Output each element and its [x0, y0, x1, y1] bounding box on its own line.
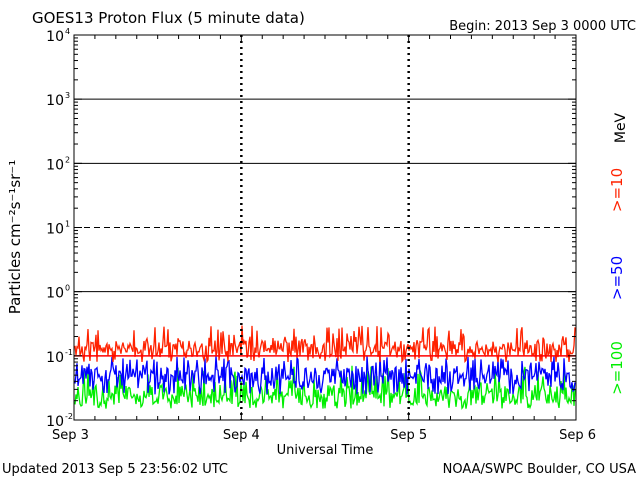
- updated-timestamp: Updated 2013 Sep 5 23:56:02 UTC: [2, 462, 228, 477]
- y-tick-label: 10: [46, 222, 64, 238]
- y-tick-exponent: 1: [65, 220, 70, 229]
- y-tick-label: 10: [46, 29, 64, 45]
- y-tick-exponent: 2: [65, 155, 70, 164]
- x-tick-label: Sep 6: [559, 428, 596, 443]
- y-tick-exponent: -1: [65, 348, 73, 357]
- y-tick-exponent: 3: [65, 91, 70, 100]
- series-line: [74, 365, 576, 410]
- y-tick-label: 10: [46, 414, 64, 430]
- legend-entry: >=100: [608, 341, 626, 395]
- x-tick-label: Sep 5: [390, 428, 427, 443]
- series-line: [74, 355, 576, 395]
- y-tick-label: 10: [46, 93, 64, 109]
- x-axis-label: Universal Time: [277, 443, 374, 458]
- y-tick-exponent: 0: [65, 284, 70, 293]
- legend-unit-label: MeV: [613, 112, 629, 143]
- y-tick-label: 10: [46, 157, 64, 173]
- series-layer: [74, 325, 576, 410]
- y-tick-exponent: -2: [65, 412, 73, 421]
- y-tick-label: 10: [46, 350, 64, 366]
- y-axis-label: Particles cm⁻²s⁻¹sr⁻¹: [6, 160, 24, 314]
- legend: MeV >=10 >=50 >=100: [608, 112, 629, 394]
- y-tick-exponent: 4: [65, 27, 70, 36]
- begin-timestamp: Begin: 2013 Sep 3 0000 UTC: [449, 19, 636, 34]
- chart-title: GOES13 Proton Flux (5 minute data): [32, 9, 305, 27]
- x-tick-label: Sep 4: [223, 428, 260, 443]
- legend-entry: >=10: [608, 168, 626, 212]
- legend-entry: >=50: [608, 256, 626, 300]
- grid-layer: [74, 35, 576, 420]
- x-tick-layer: Sep 3 Sep 4 Sep 5 Sep 6: [52, 35, 596, 443]
- series-line: [74, 325, 576, 364]
- data-source: NOAA/SWPC Boulder, CO USA: [443, 462, 636, 477]
- x-tick-label: Sep 3: [52, 428, 89, 443]
- y-tick-label: 10: [46, 286, 64, 302]
